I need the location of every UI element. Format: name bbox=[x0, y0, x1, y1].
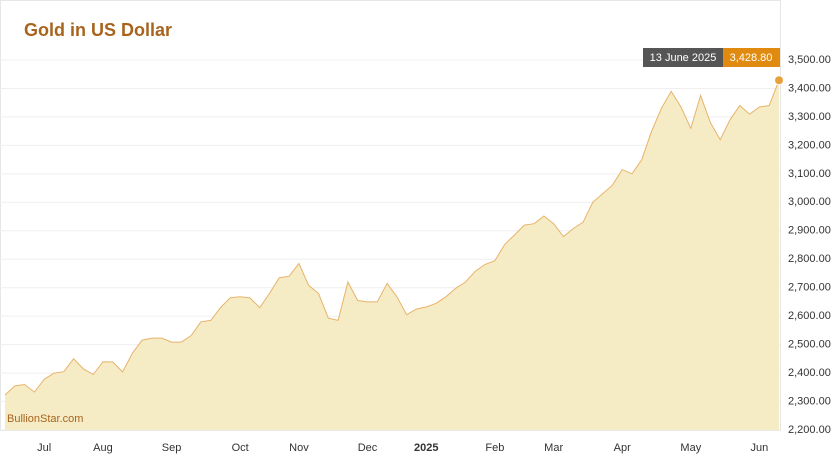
y-tick-label: 3,200.00 bbox=[788, 139, 831, 151]
y-tick-label: 3,500.00 bbox=[788, 54, 831, 66]
x-tick-label: Jul bbox=[37, 442, 51, 454]
tooltip-value-box bbox=[723, 48, 780, 67]
x-tick-label: Apr bbox=[614, 442, 631, 454]
y-tick-label: 2,600.00 bbox=[788, 310, 831, 322]
y-tick-label: 3,400.00 bbox=[788, 82, 831, 94]
line bbox=[4, 80, 780, 396]
x-tick-label: Oct bbox=[232, 442, 249, 454]
x-tick-label: Nov bbox=[289, 442, 309, 454]
y-tick-label: 2,500.00 bbox=[788, 339, 831, 351]
y-tick-label: 2,300.00 bbox=[788, 395, 831, 407]
y-tick-label: 2,700.00 bbox=[788, 282, 831, 294]
y-tick-label: 2,900.00 bbox=[788, 225, 831, 237]
tooltip-date-box bbox=[643, 48, 723, 67]
x-tick-label: May bbox=[680, 442, 701, 454]
y-tick-label: 3,300.00 bbox=[788, 111, 831, 123]
last-point bbox=[774, 75, 784, 86]
y-tick-label: 3,100.00 bbox=[788, 168, 831, 180]
y-tick-label: 2,800.00 bbox=[788, 253, 831, 265]
x-tick-label: Dec bbox=[358, 442, 378, 454]
x-tick-label: Feb bbox=[485, 442, 504, 454]
y-tick-label: 2,200.00 bbox=[788, 424, 831, 436]
y-tick-label: 3,000.00 bbox=[788, 196, 831, 208]
x-tick-label: 2025 bbox=[414, 442, 438, 454]
watermark: BullionStar.com bbox=[7, 413, 83, 425]
x-tick-label: Jun bbox=[751, 442, 769, 454]
x-tick-label: Mar bbox=[544, 442, 563, 454]
y-tick-label: 2,400.00 bbox=[788, 367, 831, 379]
chart-title: Gold in US Dollar bbox=[24, 20, 172, 40]
tooltip-value: 3,428.80 bbox=[730, 52, 773, 64]
x-tick-label: Aug bbox=[93, 442, 113, 454]
tooltip-date: 13 June 2025 bbox=[650, 52, 717, 64]
x-tick-label: Sep bbox=[162, 442, 182, 454]
area bbox=[5, 80, 779, 431]
